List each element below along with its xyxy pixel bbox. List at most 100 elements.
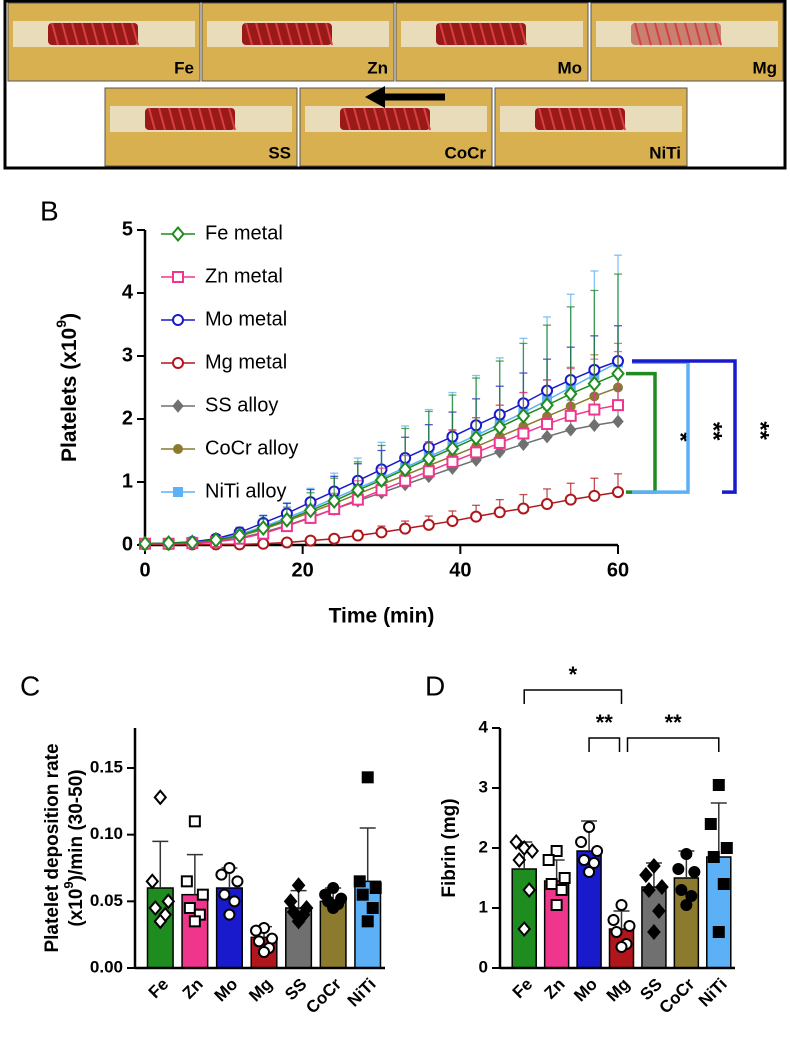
coil (265, 22, 273, 46)
x-tick-label: 40 (449, 559, 471, 581)
marker (291, 913, 306, 930)
marker (145, 873, 160, 890)
marker (550, 899, 563, 911)
significance-bracket (523, 689, 623, 704)
coil (51, 22, 59, 46)
legend-label: CoCr alloy (205, 437, 298, 459)
marker (610, 926, 623, 938)
marker (541, 418, 554, 431)
y-axis-label-part: ) (58, 313, 81, 320)
significance-bracket (632, 360, 690, 494)
marker (398, 461, 412, 478)
marker (188, 815, 201, 828)
marker (516, 407, 531, 424)
marker (161, 893, 176, 910)
y-tick-label: 1 (479, 897, 488, 916)
marker (704, 818, 717, 830)
marker (717, 878, 730, 890)
coil (489, 22, 497, 46)
x-tick-label: Mg (245, 975, 276, 1006)
panel-letter: D (425, 670, 445, 701)
marker (172, 271, 184, 283)
marker (680, 899, 693, 911)
significance-label: ** (700, 422, 727, 441)
y-axis-label-part: 9 (53, 320, 69, 328)
legend-label: Mo metal (205, 308, 287, 330)
coil (439, 22, 447, 46)
marker (470, 510, 483, 523)
coil (325, 22, 333, 46)
marker (445, 440, 460, 457)
coil (479, 22, 487, 46)
coil (158, 107, 166, 131)
marker (148, 899, 163, 917)
coil (618, 107, 626, 131)
coil (305, 22, 313, 46)
significance-bracket (588, 737, 621, 752)
marker (688, 866, 701, 878)
marker (327, 902, 340, 914)
y-tick-label: 0.00 (90, 957, 123, 976)
panel-letter: B (40, 195, 59, 226)
tile-label: Fe (174, 58, 194, 77)
coil (255, 22, 263, 46)
coil (538, 107, 546, 131)
y-tick-label: 3 (479, 777, 488, 796)
marker (172, 399, 184, 413)
marker (517, 437, 530, 451)
photo-tile: Mg (590, 2, 784, 82)
marker (228, 895, 241, 908)
marker (171, 225, 185, 243)
marker (209, 531, 223, 549)
coil (578, 107, 586, 131)
coil (383, 107, 391, 131)
marker (369, 882, 382, 894)
marker (375, 526, 388, 539)
y-tick-label: 0 (479, 957, 488, 976)
marker (218, 888, 231, 901)
marker (304, 534, 317, 547)
marker (231, 875, 244, 888)
marker (517, 920, 532, 938)
y-axis-label-part: Platelets (x10 (58, 328, 81, 462)
legend-entry: NiTi alloy (161, 480, 287, 502)
photo-tile: Fe (7, 2, 201, 82)
marker (399, 522, 412, 535)
y-tick-label: 2 (122, 407, 133, 429)
y-tick-label: 0.15 (90, 757, 123, 776)
coil (373, 107, 381, 131)
marker (185, 534, 200, 551)
coil (363, 107, 371, 131)
significance-bracket (626, 737, 720, 752)
coil (548, 107, 556, 131)
marker (652, 902, 666, 920)
y-axis-label-part: 9 (61, 881, 76, 888)
marker (591, 845, 604, 857)
marker (558, 872, 571, 884)
marker (615, 941, 628, 953)
coil (81, 22, 89, 46)
x-axis-label: Time (min) (329, 605, 435, 628)
coil (245, 22, 253, 46)
coil (654, 22, 662, 46)
photo-tile: CoCr (299, 87, 493, 167)
marker (712, 779, 725, 791)
marker (563, 385, 578, 402)
significance-label: ** (747, 421, 774, 440)
panel-letter: C (20, 670, 40, 701)
marker (422, 465, 435, 478)
legend-entry: SS alloy (161, 394, 278, 416)
coil (413, 107, 421, 131)
marker (639, 866, 653, 884)
coil (403, 107, 411, 131)
marker (655, 878, 669, 896)
coil (644, 22, 652, 46)
marker (517, 502, 530, 515)
marker (161, 535, 176, 552)
marker (564, 422, 577, 437)
tile-label: CoCr (444, 143, 486, 162)
y-axis-label: (x109)/min (30-50) (61, 769, 87, 926)
legend-label: SS alloy (205, 394, 278, 416)
legend-entry: Mo metal (161, 308, 287, 330)
marker (712, 926, 725, 938)
